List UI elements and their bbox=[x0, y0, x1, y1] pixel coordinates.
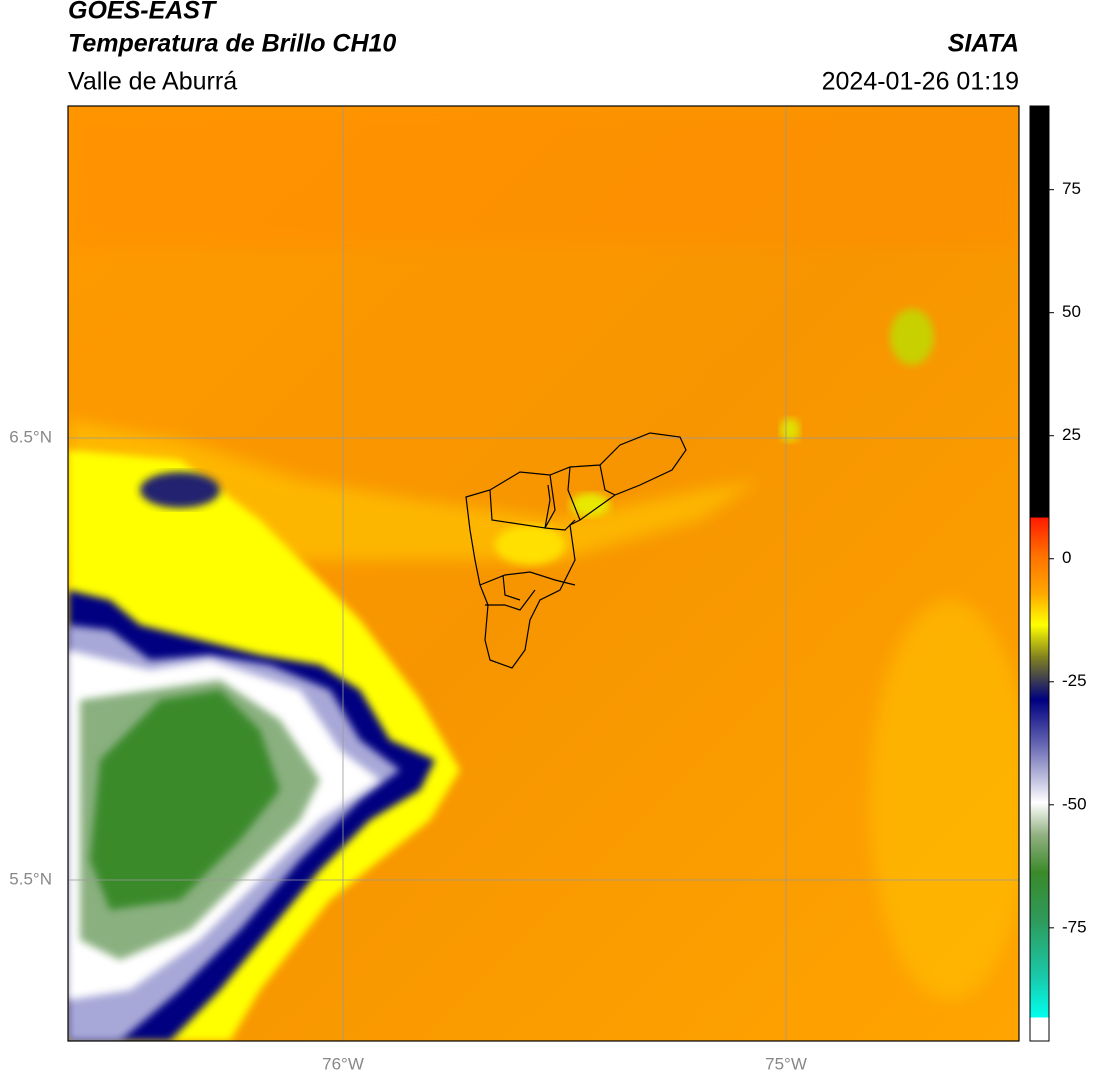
map-frame bbox=[67, 105, 1020, 1042]
municipal-boundaries bbox=[465, 432, 687, 669]
lat-label: 6.5°N bbox=[9, 427, 52, 446]
colorbar-tick-label: -50 bbox=[1062, 794, 1087, 813]
colorbar bbox=[1029, 105, 1050, 1042]
agency: SIATA bbox=[948, 30, 1019, 58]
product: Temperatura de Brillo CH10 bbox=[68, 30, 396, 58]
lat-label: 5.5°N bbox=[9, 869, 52, 888]
satellite: GOES-EAST bbox=[68, 0, 218, 25]
colorbar-tick-label: 50 bbox=[1062, 302, 1081, 321]
lon-label: 75°W bbox=[765, 1054, 807, 1073]
colorbar-tick-label: 75 bbox=[1062, 179, 1081, 198]
colorbar-tick-label: -75 bbox=[1062, 917, 1087, 936]
region: Valle de Aburrá bbox=[68, 68, 237, 96]
colorbar-tick-label: 25 bbox=[1062, 425, 1081, 444]
colorbar-tick-label: -25 bbox=[1062, 671, 1087, 690]
map-image bbox=[68, 106, 1019, 1041]
colorbar-tick-label: 0 bbox=[1062, 548, 1071, 567]
datetime: 2024-01-26 01:19 bbox=[822, 68, 1019, 96]
lon-label: 76°W bbox=[322, 1054, 364, 1073]
